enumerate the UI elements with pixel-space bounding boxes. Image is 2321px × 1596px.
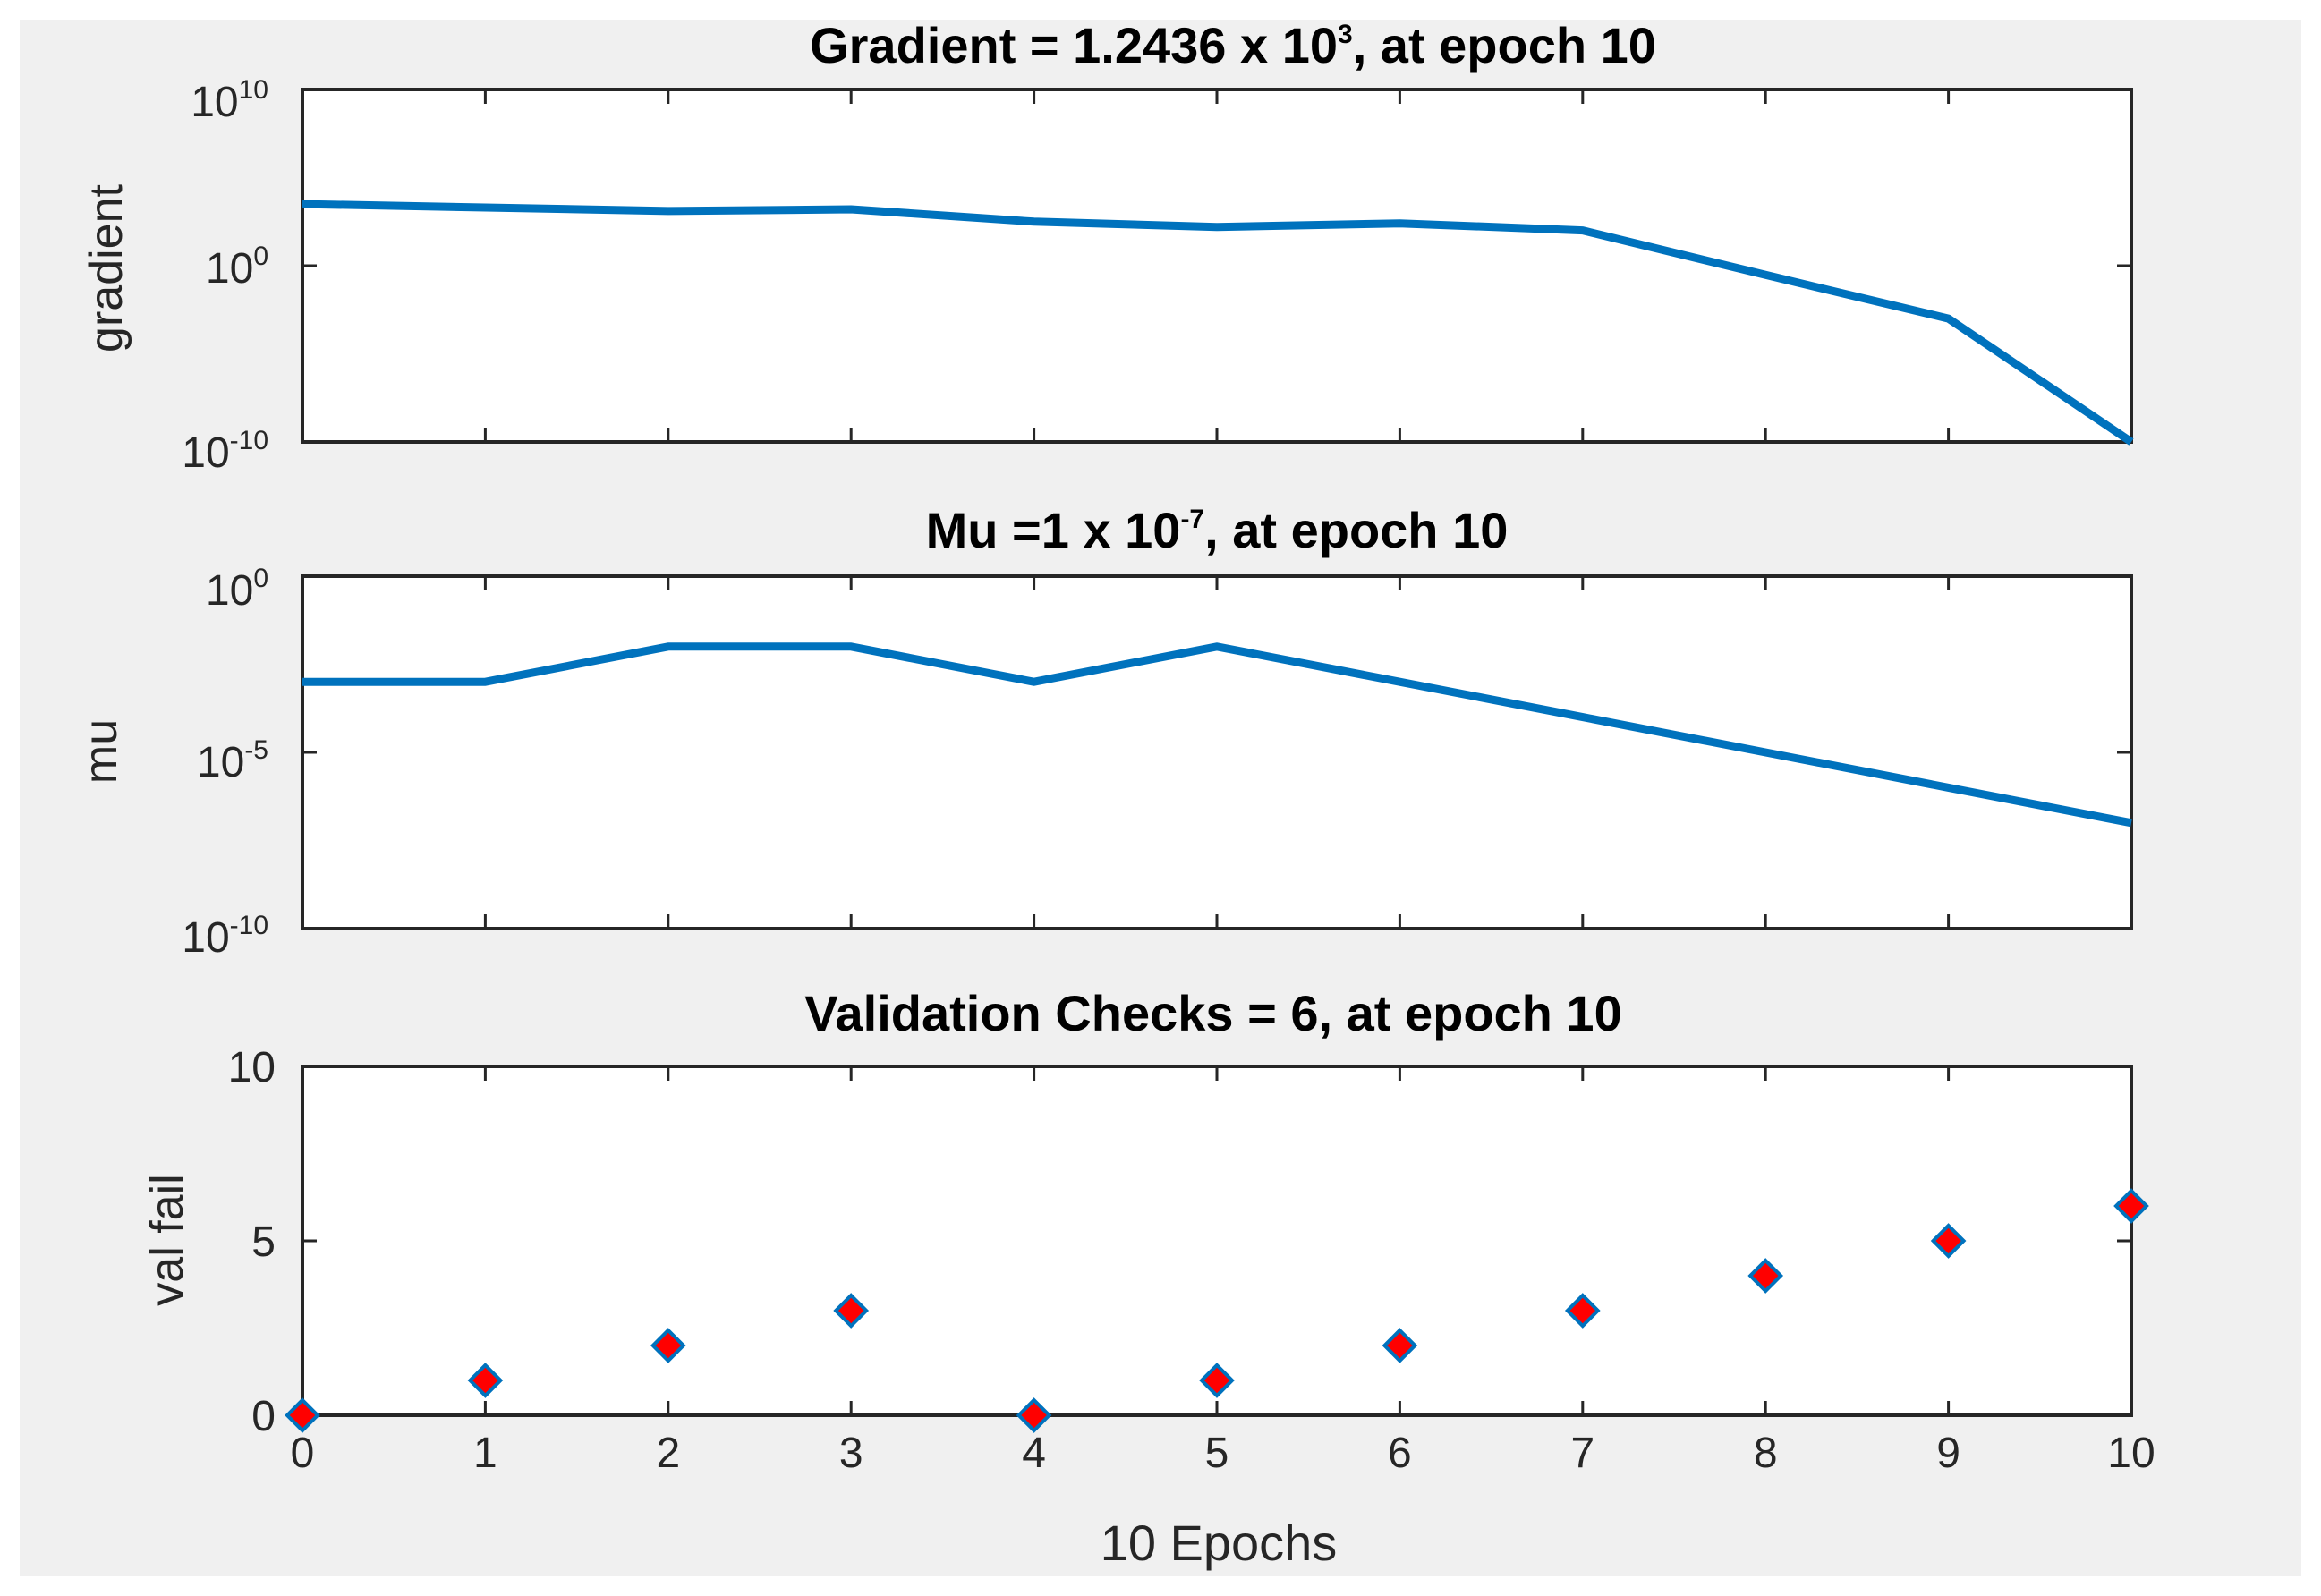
mu-ytick-label: 100 (206, 564, 268, 615)
gradient-ytick-label: 100 (206, 242, 268, 293)
gradient-panel: Gradient = 1.2436 x 103, at epoch 10 gra… (81, 17, 2133, 477)
mu-panel: Mu =1 x 10-7, at epoch 10 mu 100 10-5 10… (75, 502, 2133, 962)
data-point (467, 1363, 504, 1398)
mu-ylabel: mu (75, 719, 127, 784)
chart-marks: 0 5 10 0 1 2 3 4 5 6 7 8 9 10 (228, 88, 2155, 1477)
x-tick-label: 2 (656, 1430, 680, 1477)
data-point (285, 1397, 320, 1433)
data-point (2113, 1188, 2149, 1224)
mu-title: Mu =1 x 10-7, at epoch 10 (926, 502, 1509, 558)
mu-plot-area (301, 574, 2133, 930)
mu-ytick-label: 10-10 (182, 911, 268, 962)
x-tick-label: 8 (1754, 1430, 1778, 1477)
x-tick-label: 0 (291, 1430, 315, 1477)
validation-ylabel: val fail (141, 1174, 193, 1305)
data-point (1564, 1293, 1601, 1329)
mu-ytick-label: 10-5 (197, 735, 268, 786)
y-tick-label: 5 (251, 1218, 276, 1266)
data-point (1199, 1363, 1235, 1398)
y-tick-label: 0 (251, 1393, 276, 1440)
series-line (302, 642, 2132, 828)
data-point (833, 1293, 870, 1329)
data-point (1016, 1397, 1052, 1433)
x-tick-label: 10 (2107, 1430, 2155, 1477)
data-point (1747, 1258, 1784, 1294)
data-point (650, 1328, 686, 1363)
x-tick-label: 4 (1022, 1430, 1046, 1477)
gradient-ylabel: gradient (81, 183, 132, 352)
x-tick-label: 7 (1570, 1430, 1594, 1477)
x-tick-label: 5 (1205, 1430, 1229, 1477)
x-tick-label: 9 (1936, 1430, 1960, 1477)
y-tick-label: 10 (228, 1044, 276, 1091)
validation-title: Validation Checks = 6, at epoch 10 (804, 985, 1621, 1041)
gradient-ytick-label: 1010 (191, 75, 268, 126)
validation-plot-area (301, 1065, 2133, 1417)
data-point (1382, 1328, 1418, 1363)
x-tick-label: 3 (839, 1430, 863, 1477)
validation-panel: Validation Checks = 6, at epoch 10 val f… (141, 985, 2133, 1571)
gradient-title: Gradient = 1.2436 x 103, at epoch 10 (810, 17, 1656, 73)
x-axis-label: 10 Epochs (1101, 1515, 1338, 1571)
gradient-ytick-label: 10-10 (182, 426, 268, 477)
x-tick-label: 6 (1388, 1430, 1412, 1477)
data-point (1930, 1223, 1967, 1259)
x-tick-label: 1 (473, 1430, 497, 1477)
series-line (302, 200, 2134, 446)
gradient-plot-area (301, 88, 2133, 444)
